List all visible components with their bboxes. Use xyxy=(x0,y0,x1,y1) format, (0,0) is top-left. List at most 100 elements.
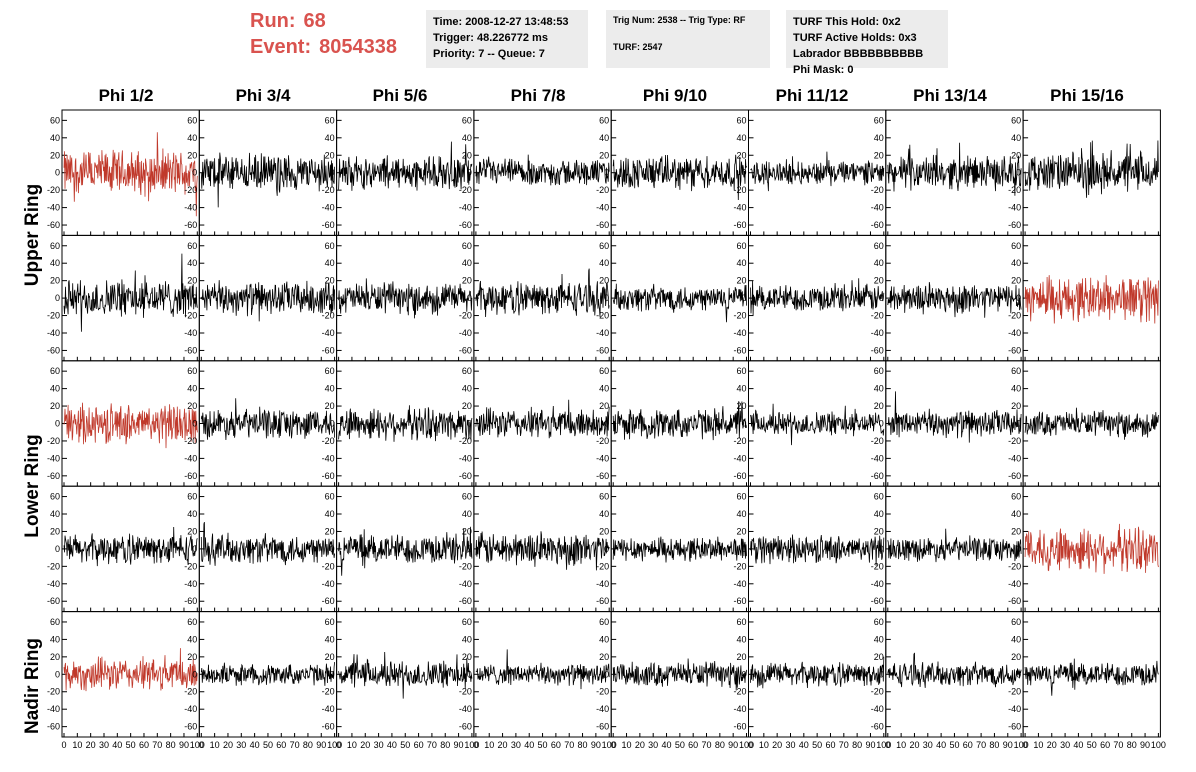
trigger-text: Trigger: 48.226772 ms xyxy=(433,32,548,44)
y-tick-label: 40 xyxy=(736,634,746,644)
waveform-trace xyxy=(887,528,1022,563)
y-tick-label: 0 xyxy=(1016,168,1021,178)
x-tick-label: 60 xyxy=(551,740,561,750)
y-tick-label: 60 xyxy=(874,617,884,627)
x-tick-label: 0 xyxy=(748,740,753,750)
y-tick-label: -20 xyxy=(733,185,746,195)
y-tick-label: -20 xyxy=(596,185,609,195)
y-tick-label: 20 xyxy=(462,401,472,411)
y-tick-label: 0 xyxy=(467,168,472,178)
column-header-phi-9-10: Phi 9/10 xyxy=(642,86,708,105)
y-tick-label: 60 xyxy=(462,115,472,125)
y-tick-label: 40 xyxy=(325,384,335,394)
y-tick-label: 40 xyxy=(1011,634,1021,644)
turf-text: TURF: 2547 xyxy=(613,42,663,52)
column-header-phi-1-2: Phi 1/2 xyxy=(98,86,154,105)
waveform-trace-triggered xyxy=(63,402,198,449)
y-tick-label: 20 xyxy=(187,401,197,411)
x-tick-label: 100 xyxy=(739,740,754,750)
y-tick-label: 40 xyxy=(599,258,609,268)
y-tick-label: -60 xyxy=(596,596,609,606)
y-tick-label: 20 xyxy=(462,526,472,536)
y-tick-label: 0 xyxy=(192,544,197,554)
waveform-trace xyxy=(887,652,1022,688)
y-tick-label: 40 xyxy=(187,258,197,268)
y-tick-label: -60 xyxy=(184,471,197,481)
y-tick-label: 40 xyxy=(50,509,60,519)
y-tick-label: 40 xyxy=(462,384,472,394)
y-tick-label: 40 xyxy=(874,634,884,644)
trigger-info-box: Trig Num: 2538 -- Trig Type: RF TURF: 25… xyxy=(606,10,770,68)
y-tick-label: 60 xyxy=(325,241,335,251)
y-tick-label: -20 xyxy=(733,687,746,697)
y-tick-label: -40 xyxy=(1008,203,1021,213)
y-tick-label: -60 xyxy=(596,722,609,732)
panel-r2-c2: -60 -40 -20 0 20 40 60 xyxy=(322,360,475,487)
x-tick-label: 50 xyxy=(538,740,548,750)
x-tick-label: 90 xyxy=(1140,740,1150,750)
waveform-trace xyxy=(612,658,747,691)
y-tick-label: 0 xyxy=(604,544,609,554)
y-tick-label: 0 xyxy=(330,544,335,554)
y-tick-label: 20 xyxy=(1011,276,1021,286)
y-tick-label: 60 xyxy=(1011,492,1021,502)
x-tick-label: 20 xyxy=(909,740,919,750)
waveform-trace-triggered xyxy=(1024,275,1159,324)
y-tick-label: -20 xyxy=(459,687,472,697)
y-tick-label: 0 xyxy=(879,544,884,554)
y-tick-label: -60 xyxy=(459,471,472,481)
x-tick-label: 60 xyxy=(414,740,424,750)
y-tick-label: 60 xyxy=(1011,366,1021,376)
y-tick-label: 0 xyxy=(55,669,60,679)
y-tick-label: 60 xyxy=(325,492,335,502)
y-tick-label: 0 xyxy=(604,419,609,429)
run-event-box: Run: 68 Event: 8054338 xyxy=(250,8,420,66)
y-tick-label: 0 xyxy=(55,168,60,178)
x-tick-label: 40 xyxy=(387,740,397,750)
y-tick-label: -40 xyxy=(47,328,60,338)
y-tick-label: 0 xyxy=(55,419,60,429)
y-tick-label: -20 xyxy=(1008,185,1021,195)
y-tick-label: 60 xyxy=(462,366,472,376)
y-tick-label: -40 xyxy=(184,203,197,213)
x-tick-label: 0 xyxy=(336,740,341,750)
waveform-trace xyxy=(750,656,885,689)
y-tick-label: -40 xyxy=(596,579,609,589)
y-tick-label: 40 xyxy=(462,634,472,644)
y-tick-label: -20 xyxy=(459,436,472,446)
panel-r1-c2: -60 -40 -20 0 20 40 60 xyxy=(322,234,475,362)
y-tick-label: 20 xyxy=(736,652,746,662)
y-tick-label: 60 xyxy=(874,115,884,125)
y-tick-label: -20 xyxy=(1008,311,1021,321)
x-tick-label: 100 xyxy=(876,740,891,750)
y-tick-label: 0 xyxy=(192,669,197,679)
y-tick-label: 40 xyxy=(736,384,746,394)
y-tick-label: 60 xyxy=(187,241,197,251)
y-tick-label: 60 xyxy=(874,366,884,376)
y-tick-label: -40 xyxy=(459,453,472,463)
y-tick-label: -60 xyxy=(733,471,746,481)
y-tick-label: -20 xyxy=(184,436,197,446)
y-tick-label: 20 xyxy=(325,401,335,411)
y-tick-label: -20 xyxy=(1008,687,1021,697)
y-tick-label: 40 xyxy=(462,258,472,268)
y-tick-label: 20 xyxy=(599,276,609,286)
waveform-trace xyxy=(63,253,198,332)
y-tick-label: 40 xyxy=(874,258,884,268)
y-tick-label: -20 xyxy=(459,185,472,195)
y-tick-label: -60 xyxy=(459,220,472,230)
x-tick-label: 20 xyxy=(360,740,370,750)
x-tick-label: 40 xyxy=(1073,740,1083,750)
y-tick-label: -40 xyxy=(733,203,746,213)
y-tick-label: 60 xyxy=(599,617,609,627)
y-tick-label: -40 xyxy=(322,328,335,338)
y-tick-label: 0 xyxy=(604,168,609,178)
y-tick-label: -20 xyxy=(322,561,335,571)
trig-num-text: Trig Num: 2538 -- Trig Type: RF xyxy=(613,15,746,25)
x-tick-label: 30 xyxy=(785,740,795,750)
x-tick-label: 10 xyxy=(484,740,494,750)
y-tick-label: 60 xyxy=(325,115,335,125)
y-tick-label: 60 xyxy=(736,492,746,502)
